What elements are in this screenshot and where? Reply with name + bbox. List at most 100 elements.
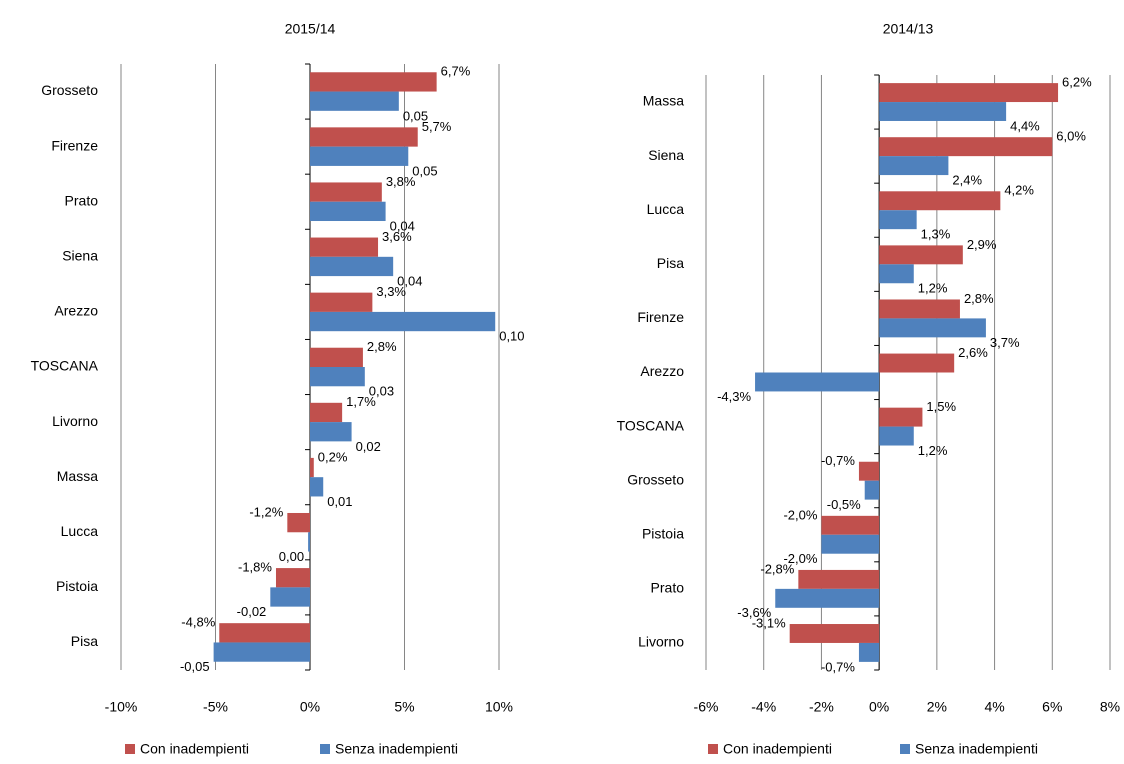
bar	[310, 127, 418, 147]
bar	[879, 426, 914, 446]
y-tick-label: Prato	[651, 580, 685, 596]
data-label: -3,1%	[752, 615, 786, 630]
x-tick-label: -5%	[203, 699, 228, 715]
data-label: -3,6%	[737, 605, 771, 620]
bar	[310, 367, 365, 387]
y-tick-label: Grosseto	[41, 82, 98, 98]
bar	[310, 402, 343, 423]
data-label: 3,6%	[382, 229, 412, 244]
bar	[310, 347, 363, 367]
data-label: 6,7%	[441, 64, 471, 79]
data-label: 2,8%	[964, 291, 994, 306]
data-label: -0,5%	[827, 497, 861, 512]
data-label: -0,7%	[821, 453, 855, 468]
bar	[275, 568, 310, 588]
data-label: 1,7%	[346, 394, 376, 409]
y-tick-label: Pistoia	[56, 578, 98, 594]
legend-swatch	[320, 744, 330, 754]
data-label: 0,2%	[318, 449, 348, 464]
data-label: 1,5%	[926, 399, 956, 414]
x-tick-label: 4%	[984, 699, 1004, 715]
y-tick-label: Pisa	[71, 633, 98, 649]
data-label: -0,05	[180, 659, 210, 674]
bar	[821, 534, 880, 554]
data-label: -1,2%	[249, 504, 283, 519]
chart-title: 2015/14	[285, 21, 336, 37]
y-tick-label: TOSCANA	[617, 417, 685, 433]
data-label: -4,8%	[181, 615, 215, 630]
bar	[310, 72, 437, 92]
bar	[858, 461, 880, 481]
data-label: 4,4%	[1010, 118, 1040, 133]
bar	[213, 642, 310, 662]
y-tick-label: Grosseto	[627, 471, 684, 487]
bar	[310, 311, 496, 332]
data-label: 2,4%	[952, 173, 982, 188]
x-tick-label: 8%	[1100, 699, 1120, 715]
bar	[798, 569, 880, 589]
data-label: 0,00	[279, 549, 304, 564]
data-label: 3,7%	[990, 335, 1020, 350]
x-tick-label: 0%	[869, 699, 889, 715]
x-tick-label: -4%	[751, 699, 776, 715]
legend-swatch	[125, 744, 135, 754]
y-tick-label: Livorno	[52, 413, 98, 429]
y-tick-label: Firenze	[637, 309, 684, 325]
data-label: 0,05	[403, 108, 428, 123]
y-tick-label: Arezzo	[54, 303, 98, 319]
data-label: 0,04	[397, 274, 422, 289]
data-label: 4,2%	[1004, 183, 1034, 198]
data-label: -2,8%	[760, 561, 794, 576]
bar	[310, 237, 379, 257]
y-tick-label: Livorno	[638, 634, 684, 650]
bar	[310, 201, 386, 222]
data-label: -0,02	[237, 604, 267, 619]
x-tick-label: 6%	[1042, 699, 1062, 715]
data-label: 6,0%	[1056, 129, 1086, 144]
y-tick-label: Lucca	[647, 201, 685, 217]
data-label: -0,7%	[821, 659, 855, 674]
data-label: 0,05	[412, 163, 437, 178]
bar	[310, 422, 352, 442]
bar	[219, 623, 310, 643]
data-label: 2,9%	[967, 237, 997, 252]
x-tick-label: -6%	[694, 699, 719, 715]
legend-label: Con inadempienti	[140, 741, 249, 757]
data-label: 2,8%	[367, 339, 397, 354]
data-label: 0,02	[356, 439, 381, 454]
bar	[879, 407, 923, 427]
bar	[879, 137, 1053, 157]
data-label: 0,01	[327, 494, 352, 509]
data-label: 1,2%	[918, 443, 948, 458]
x-tick-label: 5%	[394, 699, 414, 715]
legend-swatch	[900, 744, 910, 754]
y-tick-label: Massa	[57, 468, 98, 484]
data-label: -4,3%	[717, 389, 751, 404]
bar	[879, 264, 914, 284]
x-tick-label: -10%	[105, 699, 138, 715]
y-tick-label: Firenze	[51, 137, 98, 153]
bar	[858, 642, 880, 662]
y-tick-label: Siena	[62, 248, 98, 264]
bar	[879, 299, 960, 319]
bar	[310, 256, 394, 277]
bar	[789, 624, 880, 643]
y-tick-label: Pisa	[657, 255, 684, 271]
legend-label: Con inadempienti	[723, 741, 832, 757]
legend-label: Senza inadempienti	[915, 741, 1038, 757]
bar	[310, 292, 373, 312]
legend-swatch	[708, 744, 718, 754]
bar	[879, 83, 1059, 103]
bar	[775, 588, 880, 608]
bar	[270, 587, 310, 607]
bar	[755, 372, 880, 392]
data-label: 0,03	[369, 384, 394, 399]
x-tick-label: 0%	[300, 699, 320, 715]
data-label: -1,8%	[238, 560, 272, 575]
data-label: 1,3%	[921, 227, 951, 242]
y-tick-label: Lucca	[61, 523, 99, 539]
bar	[879, 156, 949, 176]
data-label: 3,8%	[386, 174, 416, 189]
data-label: 2,6%	[958, 345, 988, 360]
